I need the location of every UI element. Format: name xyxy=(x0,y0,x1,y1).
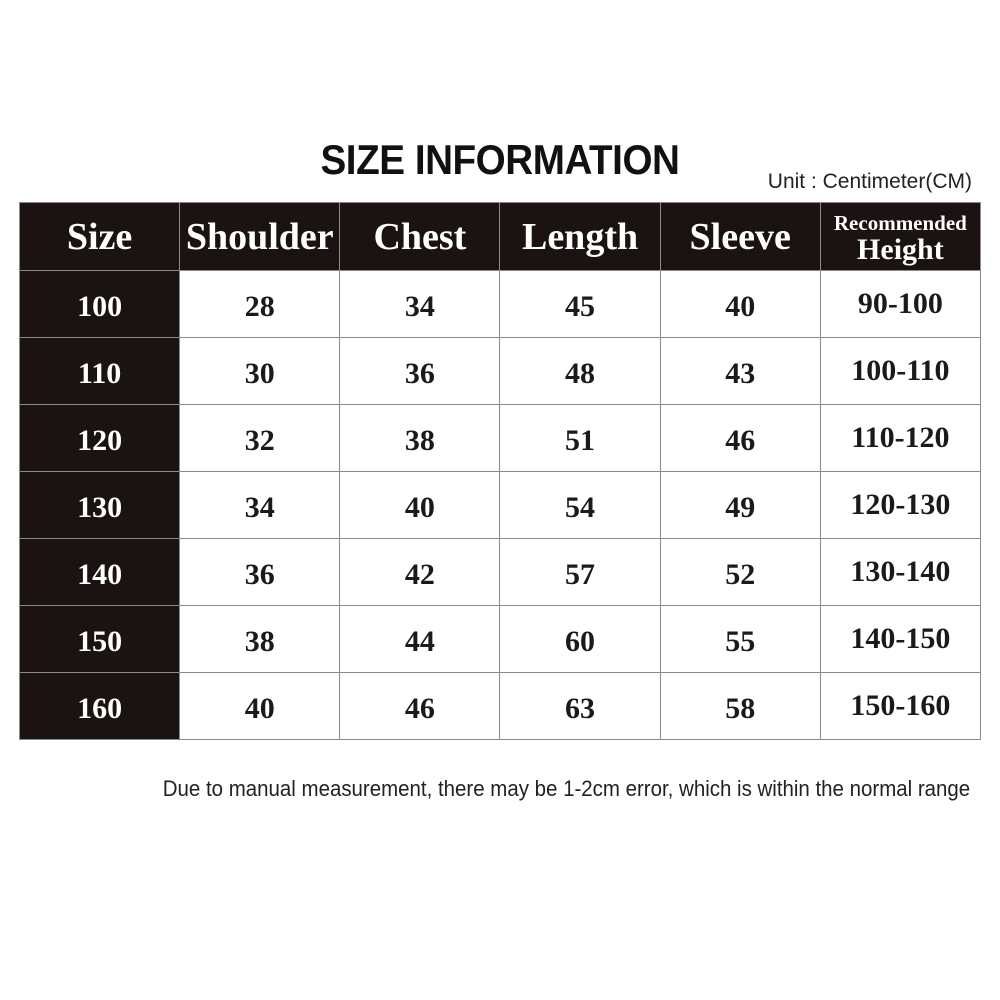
cell-sleeve: 49 xyxy=(659,471,821,539)
cell-shoulder: 36 xyxy=(179,538,341,606)
cell-height: 150-160 xyxy=(819,672,982,740)
cell-shoulder: 40 xyxy=(179,672,341,740)
table-row: 120 32 38 51 46 110-120 xyxy=(18,404,982,472)
table-row: 150 38 44 60 55 140-150 xyxy=(18,605,982,673)
cell-height: 110-120 xyxy=(819,404,982,472)
measurement-note: Due to manual measurement, there may be … xyxy=(162,776,970,801)
cell-chest: 38 xyxy=(339,404,501,472)
cell-shoulder: 30 xyxy=(179,337,341,405)
cell-size: 150 xyxy=(18,605,181,673)
header-size: Size xyxy=(18,202,181,271)
table-row: 160 40 46 63 58 150-160 xyxy=(18,672,982,740)
cell-length: 45 xyxy=(499,270,661,338)
table-row: 100 28 34 45 40 90-100 xyxy=(18,270,982,338)
cell-chest: 44 xyxy=(339,605,501,673)
table-row: 140 36 42 57 52 130-140 xyxy=(18,538,982,606)
cell-height: 140-150 xyxy=(819,605,982,673)
cell-shoulder: 38 xyxy=(179,605,341,673)
cell-length: 54 xyxy=(499,471,661,539)
cell-size: 160 xyxy=(18,672,181,740)
header-recommended-height: Recommended Height xyxy=(819,202,982,271)
cell-sleeve: 40 xyxy=(659,270,821,338)
size-table: Size Shoulder Chest Length Sleeve Recomm… xyxy=(18,202,982,740)
cell-length: 60 xyxy=(499,605,661,673)
cell-sleeve: 52 xyxy=(659,538,821,606)
cell-height: 100-110 xyxy=(819,337,982,405)
unit-label: Unit : Centimeter(CM) xyxy=(767,170,972,193)
cell-sleeve: 43 xyxy=(659,337,821,405)
header-shoulder: Shoulder xyxy=(179,202,341,271)
cell-sleeve: 58 xyxy=(659,672,821,740)
cell-size: 140 xyxy=(18,538,181,606)
header-chest: Chest xyxy=(339,202,501,271)
cell-height: 120-130 xyxy=(819,471,982,539)
cell-chest: 42 xyxy=(339,538,501,606)
cell-length: 48 xyxy=(499,337,661,405)
cell-sleeve: 55 xyxy=(659,605,821,673)
cell-length: 51 xyxy=(499,404,661,472)
header-height-label: Height xyxy=(857,232,944,266)
table-row: 130 34 40 54 49 120-130 xyxy=(18,471,982,539)
header-length: Length xyxy=(499,202,661,271)
table-row: 110 30 36 48 43 100-110 xyxy=(18,337,982,405)
cell-chest: 40 xyxy=(339,471,501,539)
header-sleeve: Sleeve xyxy=(659,202,821,271)
cell-chest: 34 xyxy=(339,270,501,338)
cell-height: 130-140 xyxy=(819,538,982,606)
cell-shoulder: 28 xyxy=(179,270,341,338)
cell-chest: 46 xyxy=(339,672,501,740)
header-recommended-label: Recommended xyxy=(833,210,967,235)
cell-size: 130 xyxy=(18,471,181,539)
page-title: SIZE INFORMATION xyxy=(320,136,680,183)
cell-size: 120 xyxy=(18,404,181,472)
cell-size: 110 xyxy=(18,337,181,405)
cell-sleeve: 46 xyxy=(659,404,821,472)
cell-length: 63 xyxy=(499,672,661,740)
cell-length: 57 xyxy=(499,538,661,606)
cell-size: 100 xyxy=(18,270,181,338)
cell-height: 90-100 xyxy=(819,270,982,338)
header-row: Size Shoulder Chest Length Sleeve Recomm… xyxy=(18,202,982,271)
cell-chest: 36 xyxy=(339,337,501,405)
cell-shoulder: 34 xyxy=(179,471,341,539)
cell-shoulder: 32 xyxy=(179,404,341,472)
